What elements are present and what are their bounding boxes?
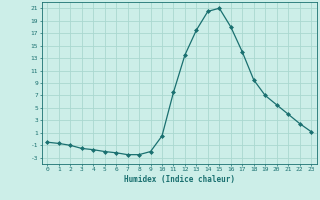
X-axis label: Humidex (Indice chaleur): Humidex (Indice chaleur) bbox=[124, 175, 235, 184]
